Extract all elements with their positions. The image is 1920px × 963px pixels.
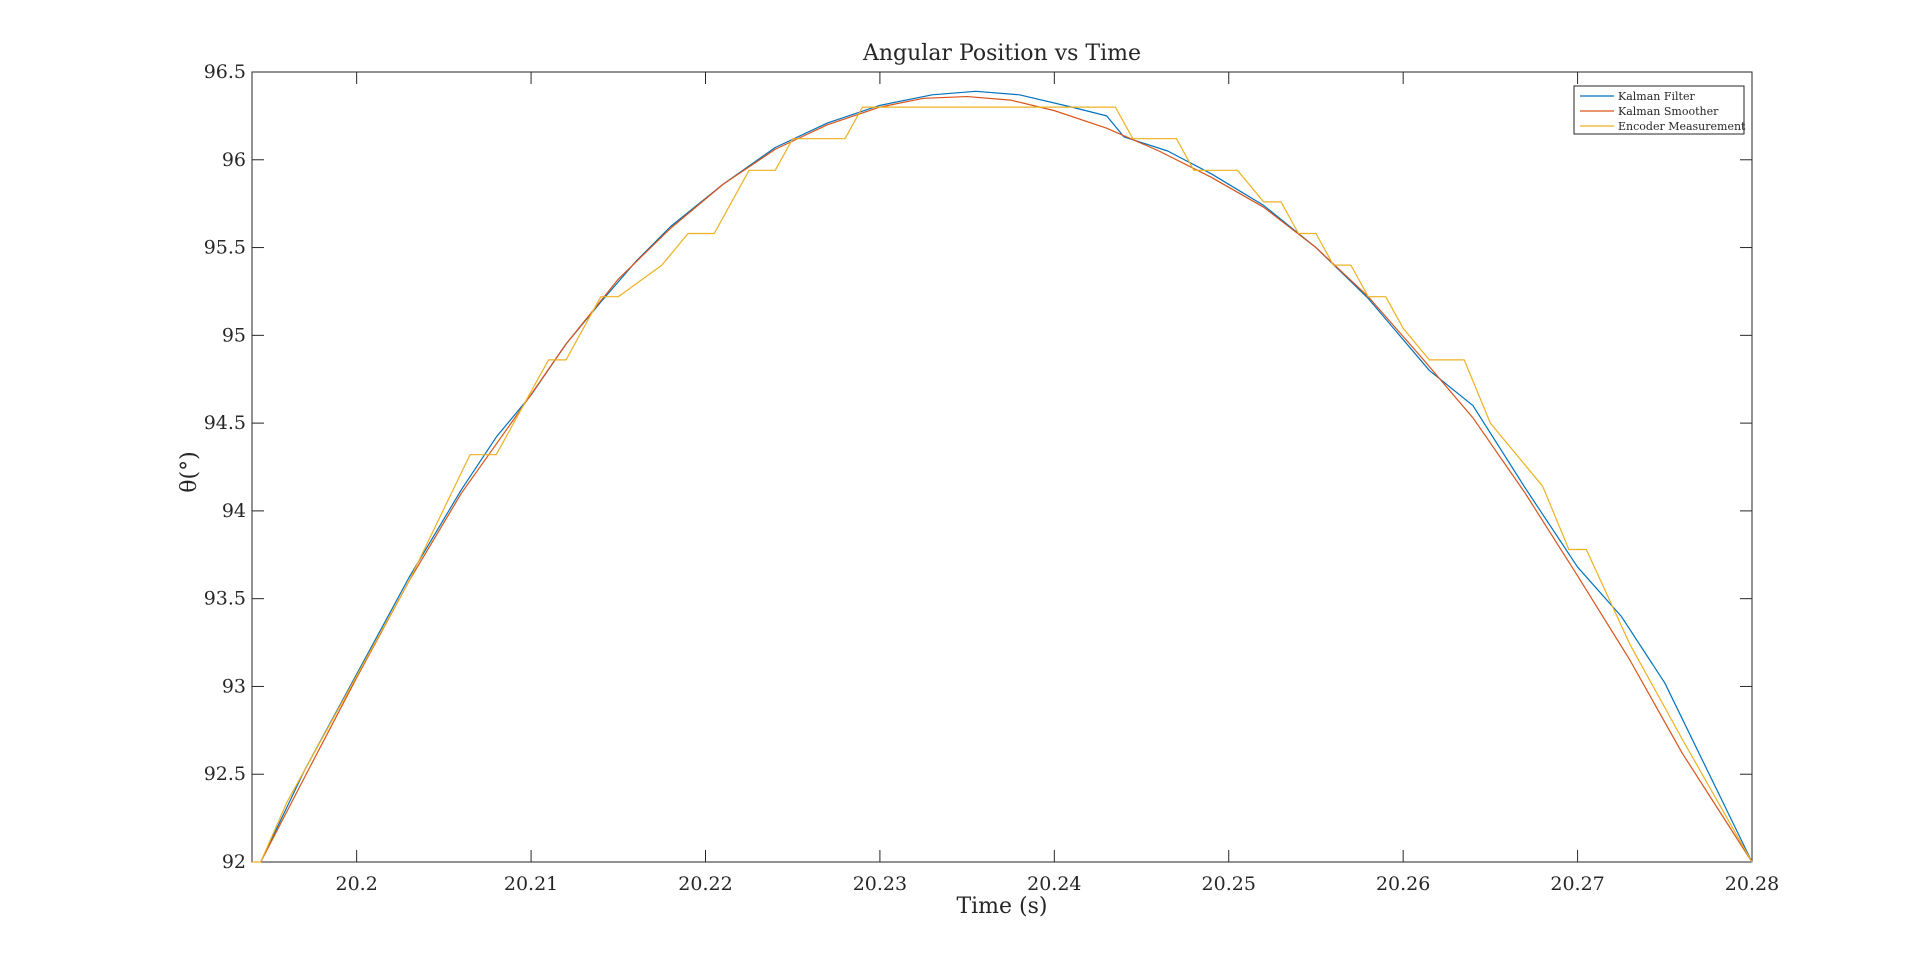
y-tick-label: 95 (222, 324, 246, 346)
x-tick-label: 20.2 (335, 873, 377, 895)
x-tick-label: 20.23 (853, 873, 907, 895)
y-tick-label: 93 (222, 675, 246, 697)
series-kalman-filter (260, 90, 1753, 863)
chart-title: Angular Position vs Time (862, 41, 1141, 66)
legend-entry-encoder-measurement-label: Encoder Measurement (1618, 120, 1746, 133)
y-tick-label: 93.5 (204, 588, 246, 610)
y-tick-label: 92.5 (204, 763, 246, 785)
y-tick-label: 95.5 (204, 237, 246, 259)
x-tick-label: 20.24 (1027, 873, 1081, 895)
plot-area: 20.2 20.21 20.22 20.23 20.24 20.25 20.26 20.27 2… (204, 61, 1780, 895)
legend: Kalman Filter Kalman Smoother Encoder Meas… (1573, 85, 1746, 135)
legend-entry-kalman-filter-label: Kalman Filter (1618, 90, 1695, 103)
x-tick-label: 20.25 (1202, 873, 1256, 895)
x-axis-label: Time (s) (956, 894, 1047, 919)
x-tick-label: 20.28 (1725, 873, 1779, 895)
x-tick-label: 20.21 (504, 873, 558, 895)
y-tick-label: 96 (222, 149, 246, 171)
series-kalman-smoother (260, 95, 1753, 863)
axes-box (251, 71, 1753, 863)
x-tick-label: 20.26 (1376, 873, 1430, 895)
x-tick-label: 20.22 (678, 873, 732, 895)
y-tick-label: 94.5 (204, 412, 246, 434)
series-encoder-measurement (252, 106, 1753, 863)
y-tick-label: 96.5 (204, 61, 246, 83)
y-axis-label: θ(°) (177, 451, 202, 492)
y-tick-label: 94 (222, 500, 246, 522)
x-tick-label: 20.27 (1550, 873, 1604, 895)
y-tick-label: 92 (222, 851, 246, 873)
legend-entry-kalman-smoother-label: Kalman Smoother (1618, 105, 1719, 118)
